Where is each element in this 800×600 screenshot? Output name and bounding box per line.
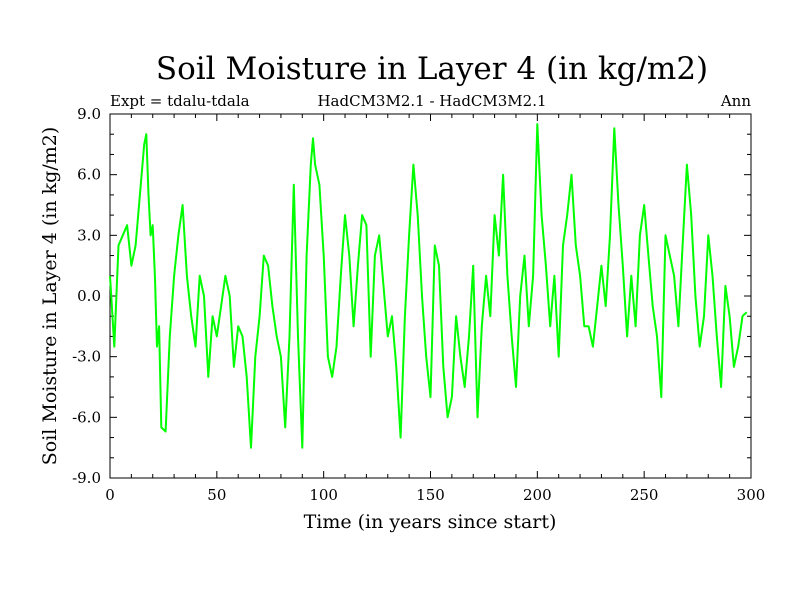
y-tick-label: 6.0 [77,166,101,184]
x-tick-label: 250 [630,486,659,504]
x-tick-label: 50 [207,486,226,504]
series-line [109,123,748,449]
plot-frame [109,113,752,479]
x-axis-label: Time (in years since start) [304,511,557,533]
y-axis-label: Soil Moisture in Layer 4 (in kg/m2) [39,127,61,466]
y-tick-labels: -9.0 -6.0 -3.0 0.0 3.0 6.0 9.0 [72,105,101,487]
x-tick-label: 150 [416,486,445,504]
y-tick-label: -9.0 [72,469,101,487]
x-tick-label: 100 [309,486,338,504]
x-tick-label: 300 [737,486,766,504]
y-tick-label: 0.0 [77,287,101,305]
y-tick-label: 3.0 [77,226,101,244]
chart-title: Soil Moisture in Layer 4 (in kg/m2) [156,51,708,87]
experiment-label: Expt = tdalu-tdala [110,92,250,110]
axis-ticks [109,113,752,479]
x-tick-labels: 0 50 100 150 200 250 300 [105,486,765,504]
y-tick-label: 9.0 [77,105,101,123]
x-tick-label: 0 [105,486,115,504]
x-tick-label: 200 [523,486,552,504]
y-tick-label: -3.0 [72,348,101,366]
season-label: Ann [720,92,751,110]
model-comparison-label: HadCM3M2.1 - HadCM3M2.1 [317,92,546,110]
y-tick-label: -6.0 [72,408,101,426]
